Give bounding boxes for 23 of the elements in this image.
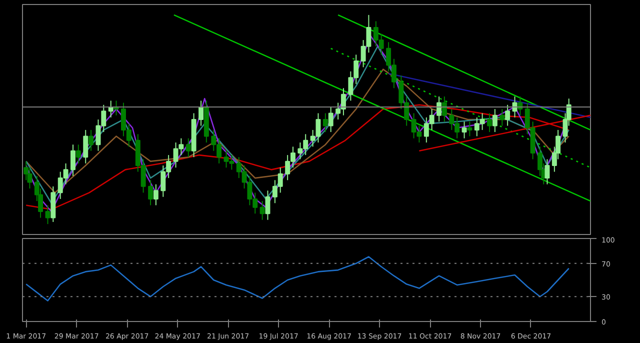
candlestick <box>153 184 158 206</box>
candlestick <box>492 108 498 133</box>
candlestick <box>88 129 94 152</box>
candlestick <box>148 180 154 206</box>
candlestick <box>186 138 191 158</box>
candlestick <box>467 121 472 137</box>
candlestick <box>265 190 270 220</box>
candlestick <box>544 158 550 185</box>
candlestick <box>442 96 447 122</box>
candlestick <box>500 108 505 126</box>
candlestick <box>76 144 81 164</box>
line-series <box>25 256 570 302</box>
candlestick <box>45 204 50 225</box>
candlestick <box>487 112 492 133</box>
candlestick <box>505 104 510 126</box>
candlestick <box>260 200 265 220</box>
candlestick <box>322 112 328 133</box>
candlestick <box>436 96 442 122</box>
candlestick <box>328 106 334 133</box>
candlestick <box>83 129 88 164</box>
candlestick <box>462 121 467 139</box>
candlestick <box>198 100 204 126</box>
candlestick <box>70 144 76 176</box>
